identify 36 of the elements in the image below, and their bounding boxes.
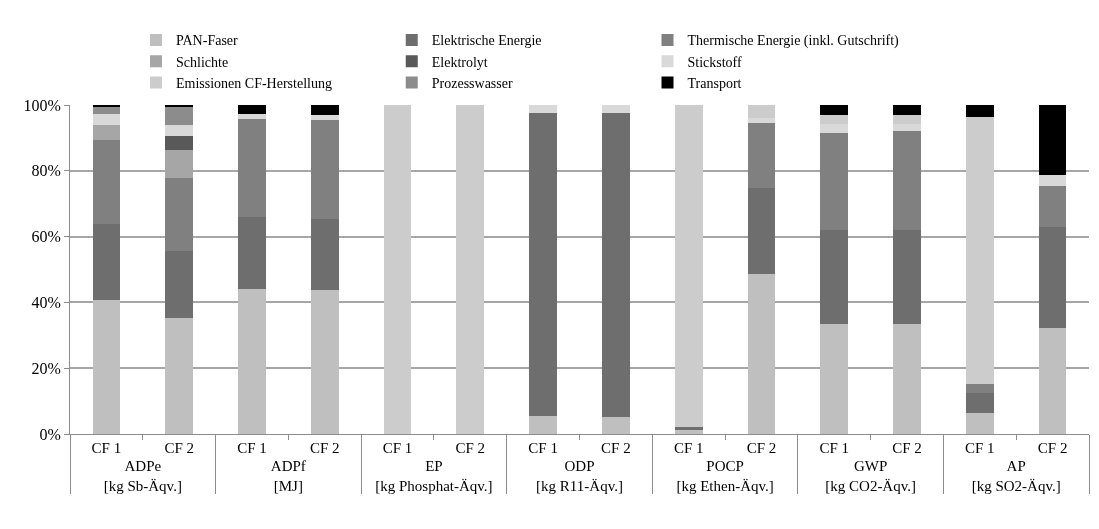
legend-label: Emissionen CF-Herstellung [176,75,332,91]
text: EP [kg Phosphat-Äqv.] [375,458,493,494]
y-tick-label: 60% [31,228,61,246]
text: ADPf [MJ] [270,458,306,494]
legend-label: Schlichte [176,54,229,70]
legend-label: Prozesswasser [431,75,513,91]
legend-label: Elektrische Energie [431,33,542,49]
x-tick-label: CF 1 [673,440,704,456]
x-tick-label: CF 2 [455,440,486,456]
text: ODP [kg R11-Äqv.] [536,458,623,494]
text: GWP [kg CO2-Äqv.] [825,458,916,494]
legend-label: Transport [687,75,742,91]
x-tick-label: CF 1 [528,440,558,456]
y-tick-label: 100% [23,96,61,114]
x-tick-label: CF 1 [237,440,267,456]
y-tick-label: 0% [39,425,61,443]
legend-label: Elektrolyt [431,54,488,70]
x-tick-label: CF 1 [382,440,413,456]
text: ADPe [kg Sb-Äqv.] [103,458,182,494]
x-tick-label: CF 2 [892,440,922,456]
x-tick-label: CF 2 [746,440,777,456]
x-tick-label: CF 2 [601,440,631,456]
x-tick-label: CF 1 [819,440,850,456]
text: AP [kg SO2-Äqv.] [971,458,1061,494]
y-tick-label: 40% [31,294,61,311]
x-tick-label: CF 2 [1037,440,1068,456]
x-tick-label: CF 1 [965,440,995,456]
x-tick-label: CF 2 [309,440,340,456]
legend-label: Thermische Energie (inkl. Gutschrift) [687,33,900,50]
text: POCP [kg Ethen-Äqv.] [676,458,774,494]
x-tick-label: CF 1 [91,440,122,456]
y-tick-label: 80% [31,162,61,180]
y-tick-label: 20% [31,359,61,377]
legend-label: Stickstoff [687,54,743,70]
legend-label: PAN-Faser [176,33,239,49]
x-tick-label: CF 2 [164,440,194,456]
